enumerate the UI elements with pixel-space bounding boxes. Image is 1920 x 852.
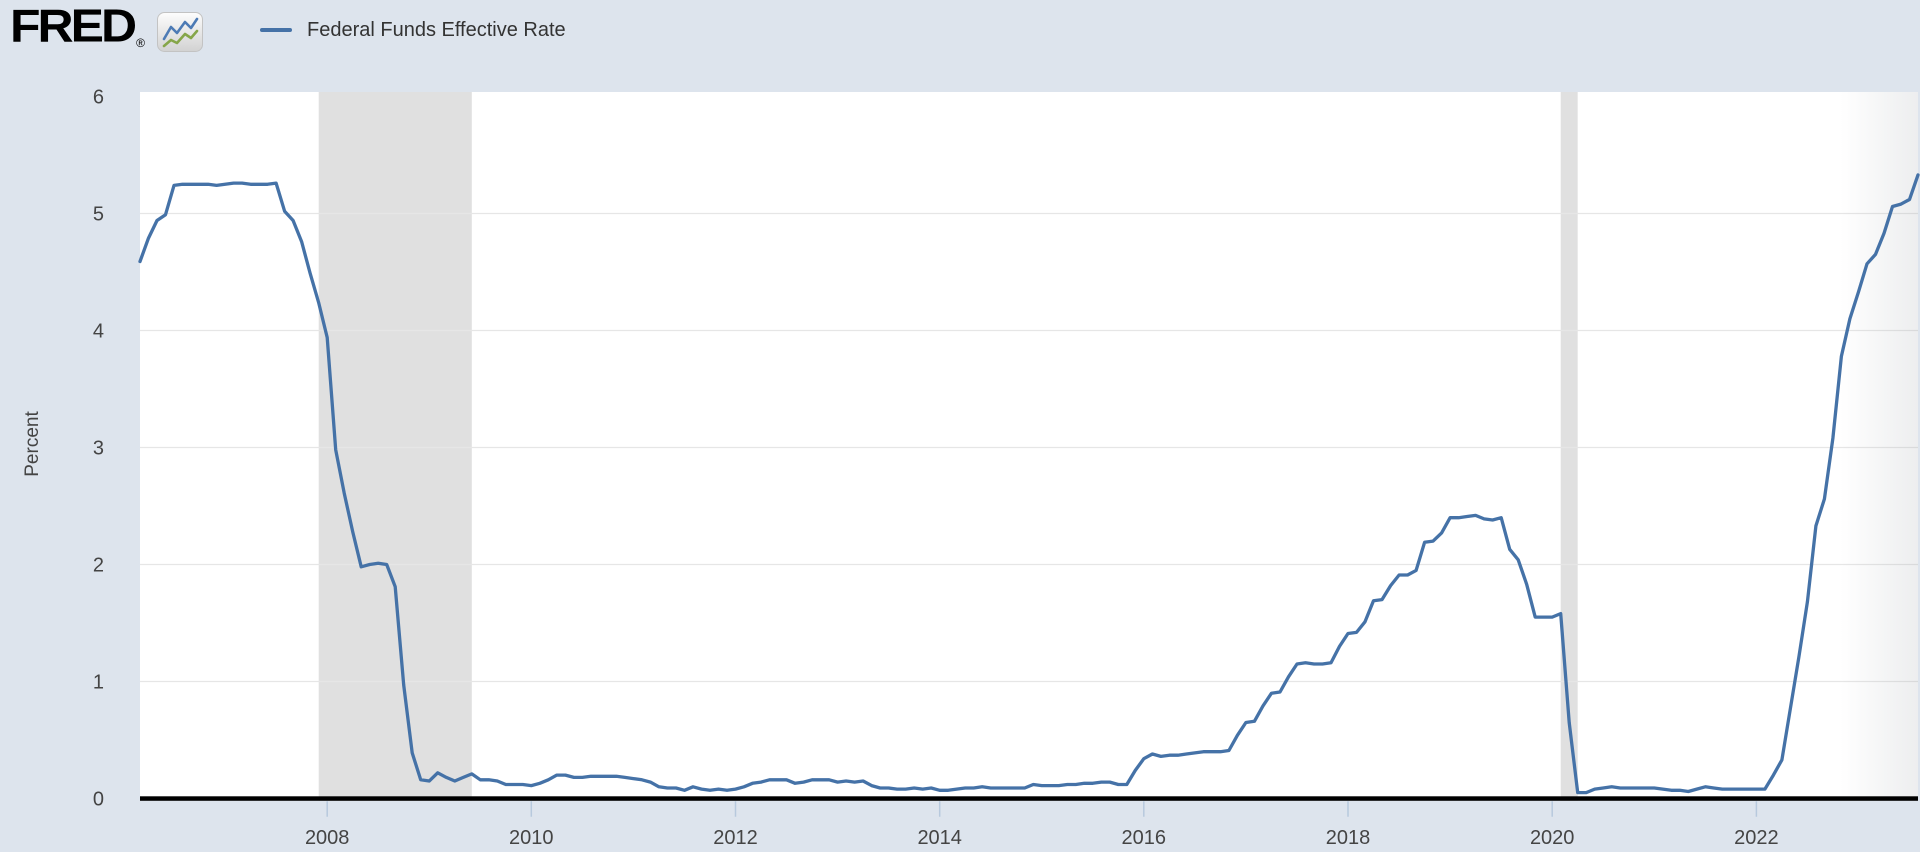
recession-band xyxy=(318,92,472,801)
y-axis-label: 4 xyxy=(93,321,104,343)
legend-series-label[interactable]: Federal Funds Effective Rate xyxy=(307,18,566,41)
x-axis-label: 2014 xyxy=(917,827,962,849)
x-axis-label: 2020 xyxy=(1530,827,1575,849)
y-axis-label: 5 xyxy=(93,204,104,226)
x-axis-label: 2010 xyxy=(509,827,554,849)
legend-line-swatch xyxy=(260,28,292,32)
recession-band xyxy=(1560,92,1578,801)
y-axis-label: 2 xyxy=(93,555,104,577)
x-axis-label: 2008 xyxy=(305,827,350,849)
y-axis-label: 0 xyxy=(93,789,104,811)
legend: Federal Funds Effective Rate xyxy=(260,0,566,60)
x-axis-label: 2012 xyxy=(713,827,758,849)
registered-trademark-symbol: ® xyxy=(136,36,145,50)
x-axis-label: 2016 xyxy=(1122,827,1167,849)
fred-logo[interactable]: FRED ® xyxy=(10,0,203,57)
chart-header: FRED ® Federal Funds Effective Rate xyxy=(0,0,1920,60)
x-axis-label: 2018 xyxy=(1326,827,1371,849)
fred-logo-text: FRED xyxy=(10,0,137,52)
x-axis-line xyxy=(140,796,1918,801)
y-axis-label: 1 xyxy=(93,672,104,694)
y-axis-label: 6 xyxy=(93,87,104,109)
y-axis-label: 3 xyxy=(93,438,104,460)
series-line xyxy=(138,173,1920,795)
x-axis-label: 2022 xyxy=(1734,827,1779,849)
plot-edge-fade xyxy=(1840,92,1918,801)
fred-sparkline-icon xyxy=(156,12,203,57)
